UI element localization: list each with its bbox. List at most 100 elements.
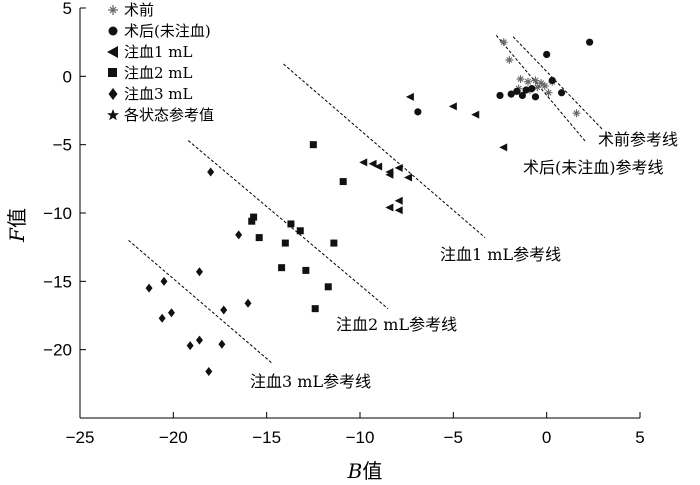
data-point-diamond xyxy=(158,313,166,323)
data-point-circle xyxy=(586,38,594,46)
circle-marker-icon xyxy=(108,26,118,36)
data-point-diamond xyxy=(205,367,213,377)
data-point-diamond xyxy=(167,308,175,318)
triangle-left-marker-icon xyxy=(107,46,118,58)
data-point-diamond xyxy=(195,335,203,345)
data-point-circle xyxy=(414,108,422,116)
data-point-plus-star xyxy=(572,109,581,118)
reference-line-0 xyxy=(512,36,604,130)
data-point-triangle-left xyxy=(385,203,394,212)
legend-label: 注血1 mL xyxy=(124,43,193,61)
ref-label-1ml: 注血1 mL参考线 xyxy=(440,245,561,264)
legend-label: 各状态参考值 xyxy=(124,106,214,124)
ref-label-preop: 术前参考线 xyxy=(598,130,678,149)
data-point-square xyxy=(287,220,295,228)
data-point-square xyxy=(278,264,286,272)
x-axis-label-var: B xyxy=(347,459,363,483)
ref-label-2ml: 注血2 mL参考线 xyxy=(336,315,457,334)
data-point-diamond xyxy=(160,276,168,286)
y-tick-label: −15 xyxy=(43,272,72,291)
y-axis-label: F值 xyxy=(5,208,29,243)
data-point-diamond xyxy=(218,339,226,349)
data-point-plus-star xyxy=(499,38,508,47)
data-point-diamond xyxy=(244,298,252,308)
legend-label: 术后(未注血) xyxy=(124,22,211,40)
data-point-square xyxy=(330,239,338,247)
data-point-triangle-left xyxy=(394,206,403,215)
data-point-triangle-left xyxy=(394,163,403,172)
legend-label: 注血2 mL xyxy=(124,64,193,82)
x-tick-label: 5 xyxy=(635,428,644,447)
data-point-square xyxy=(311,305,319,313)
data-point-square xyxy=(296,227,304,235)
x-tick-label: −15 xyxy=(252,428,281,447)
data-point-triangle-left xyxy=(385,170,394,179)
y-axis-label-suffix: 值 xyxy=(5,208,29,228)
data-point-circle xyxy=(543,50,551,59)
data-point-square xyxy=(309,141,317,149)
data-point-circle xyxy=(558,89,566,97)
data-point-circle xyxy=(528,85,536,93)
ref-label-3ml: 注血3 mL参考线 xyxy=(250,372,371,391)
star-marker-icon xyxy=(107,109,119,121)
reference-line-labels: 术前参考线 术后(未注血)参考线 注血1 mL参考线 注血2 mL参考线 注血3… xyxy=(250,130,678,391)
y-tick-label: −10 xyxy=(43,204,72,223)
data-point-circle xyxy=(518,91,527,100)
data-point-triangle-left xyxy=(405,92,414,101)
legend-label: 注血3 mL xyxy=(124,85,193,103)
data-point-plus-star xyxy=(537,79,546,88)
data-point-diamond xyxy=(220,305,228,315)
data-point-diamond xyxy=(145,283,153,293)
x-tick-label: −5 xyxy=(444,428,463,447)
x-tick-label: −25 xyxy=(66,428,95,447)
data-point-triangle-left xyxy=(374,162,383,171)
data-point-diamond xyxy=(186,341,194,351)
x-tick-label: −10 xyxy=(346,428,375,447)
data-point-circle xyxy=(548,76,556,85)
data-point-triangle-left xyxy=(448,102,457,111)
diamond-marker-icon xyxy=(108,88,118,100)
plus-star-marker-icon xyxy=(108,5,118,15)
data-point-square xyxy=(281,239,289,247)
square-marker-icon xyxy=(108,68,117,77)
legend: 术前 术后(未注血) 注血1 mL 注血2 mL 注血3 mL 各状态参考值 xyxy=(107,1,214,124)
y-tick-label: 0 xyxy=(63,67,72,86)
data-points xyxy=(145,38,594,377)
data-point-triangle-left xyxy=(404,173,413,182)
x-tick-label: 0 xyxy=(542,428,551,447)
data-point-plus-star xyxy=(516,75,525,84)
y-tick-label: −5 xyxy=(53,136,72,155)
x-ticks: −25 −20 −15 −10 −5 0 5 xyxy=(66,412,645,447)
data-point-triangle-left xyxy=(394,196,403,205)
data-point-diamond xyxy=(195,267,203,277)
data-point-square xyxy=(339,178,347,186)
x-axis-label-suffix: 值 xyxy=(362,459,382,483)
data-point-plus-star xyxy=(524,77,532,86)
data-point-plus-star xyxy=(544,88,553,97)
reference-line-4 xyxy=(128,239,273,364)
data-point-plus-star xyxy=(533,83,542,92)
data-point-plus-star xyxy=(540,81,549,90)
data-point-plus-star xyxy=(505,55,514,64)
y-tick-label: −20 xyxy=(43,341,72,360)
data-point-triangle-left xyxy=(368,159,377,168)
data-point-square xyxy=(250,213,258,221)
data-point-plus-star xyxy=(531,76,540,85)
data-point-square xyxy=(302,266,310,274)
data-point-circle xyxy=(507,90,515,98)
legend-item-2ml: 注血2 mL xyxy=(108,64,193,82)
legend-item-preop: 术前 xyxy=(108,1,154,19)
y-axis-label-var: F xyxy=(5,227,29,243)
reference-line-2 xyxy=(283,63,486,238)
data-point-square xyxy=(255,234,263,242)
y-ticks: 5 0 −5 −10 −15 −20 xyxy=(43,0,86,360)
ref-label-postop: 术后(未注血)参考线 xyxy=(523,158,664,177)
data-point-diamond xyxy=(235,230,243,240)
legend-item-reference: 各状态参考值 xyxy=(107,106,214,124)
x-axis-label: B值 xyxy=(347,459,383,483)
data-point-circle xyxy=(531,93,540,101)
y-tick-label: 5 xyxy=(63,0,72,18)
x-tick-label: −20 xyxy=(159,428,188,447)
data-point-square xyxy=(324,283,332,291)
